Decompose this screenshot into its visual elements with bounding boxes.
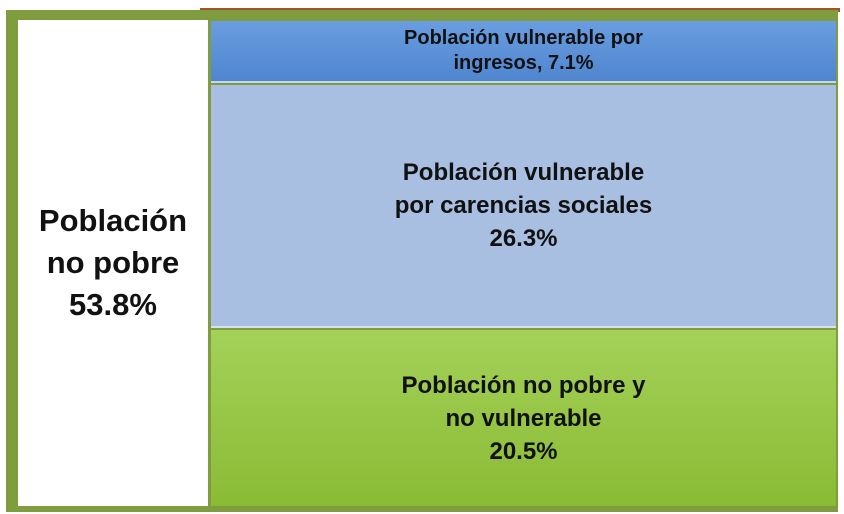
label-line: no vulnerable: [445, 404, 602, 432]
label-line: Población no pobre y: [401, 371, 646, 399]
label-line: por carencias sociales: [394, 192, 653, 219]
label-line: Población vulnerable por: [404, 27, 643, 49]
label-line: 53.8%: [69, 287, 157, 322]
label-line: no pobre: [46, 245, 180, 280]
block-vulnerable-carencias: Población vulnerable por carencias social…: [211, 85, 836, 328]
label-line: Población vulnerable: [402, 159, 645, 186]
block-no-pobre: Población no pobre 53.8%: [18, 20, 208, 506]
block-vulnerable-ingresos: Población vulnerable por ingresos, 7.1%: [211, 21, 836, 83]
block-no-vulnerable: Población no pobre y no vulnerable 20.5%: [211, 330, 836, 506]
label-line: 20.5%: [489, 437, 558, 465]
label-line: 26.3%: [489, 225, 558, 252]
label-line: Población: [38, 203, 188, 238]
label-line: ingresos, 7.1%: [453, 52, 594, 74]
